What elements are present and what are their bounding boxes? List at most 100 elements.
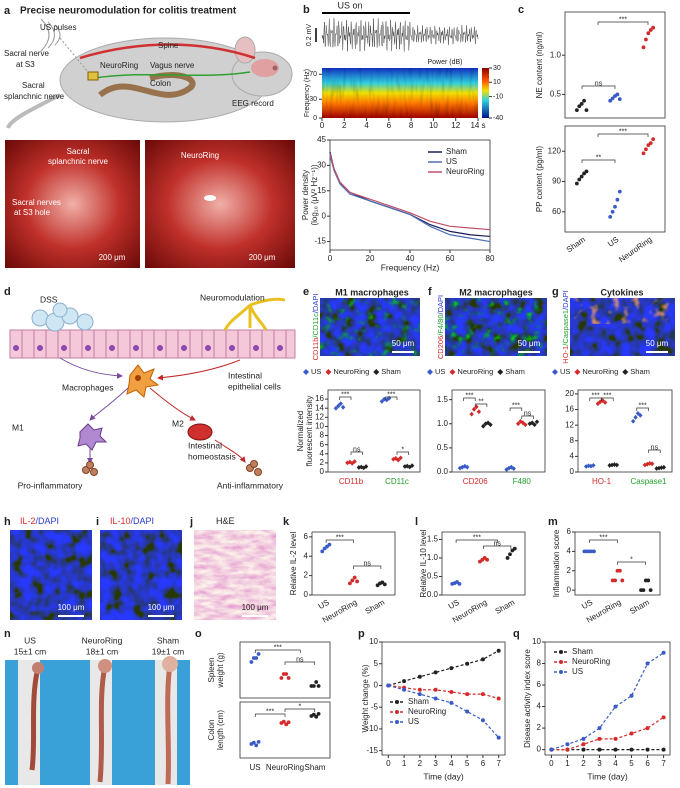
- significance-label: ***: [639, 402, 647, 409]
- y-tick-label: 16: [565, 405, 574, 414]
- data-point: [433, 670, 438, 675]
- data-point: [629, 731, 634, 736]
- label: Power (dB): [427, 59, 462, 66]
- colorbar-tick-label: -40: [493, 115, 503, 122]
- legend-label: US: [435, 367, 445, 376]
- data-point: [352, 575, 357, 580]
- y-axis-label: Colon: [207, 720, 216, 741]
- data-point: [641, 151, 646, 156]
- category-label: US: [606, 235, 620, 249]
- panel-letter: n: [4, 628, 11, 640]
- y-tick-label: 6: [320, 440, 325, 449]
- data-point: [602, 400, 608, 405]
- x-tick-label: 7: [661, 759, 666, 768]
- x-tick-label: 1: [402, 759, 407, 768]
- data-point: [608, 98, 613, 103]
- category-label: NeuroRing: [617, 235, 653, 264]
- y-axis-label: Spleen: [207, 658, 216, 683]
- y-tick-label: 30: [317, 160, 326, 169]
- y-tick-label: 0: [570, 467, 575, 476]
- data-point: [534, 419, 540, 425]
- data-point: [379, 398, 385, 404]
- y-tick-label: 1.5: [437, 395, 449, 404]
- x-tick-label: 8: [409, 121, 414, 130]
- legend-marker: [574, 369, 581, 375]
- significance-label: ***: [473, 534, 481, 541]
- data-point: [523, 422, 528, 428]
- panel-letter: c: [518, 4, 524, 16]
- category-label: CD11c: [385, 477, 409, 486]
- significance-bracket: [617, 561, 646, 565]
- data-point: [608, 214, 613, 219]
- data-point: [338, 401, 343, 407]
- y-tick-label: 12: [315, 412, 324, 421]
- data-point: [480, 718, 485, 723]
- y-tick-label: 1.0: [437, 419, 449, 428]
- schematic-label: Spine: [158, 41, 179, 50]
- stain-part: CD11b: [311, 338, 320, 361]
- photo-label: 200 μm: [249, 253, 276, 262]
- significance-label: ns: [651, 444, 659, 451]
- data-point: [565, 747, 570, 752]
- legend-label: Sham: [505, 367, 525, 376]
- data-point: [529, 420, 535, 426]
- data-point: [645, 747, 650, 752]
- stain-part: H&E: [216, 516, 235, 526]
- data-point: [581, 742, 586, 747]
- y-tick-label: 8: [570, 436, 575, 445]
- significance-label: ***: [387, 391, 395, 398]
- x-tick-label: 6: [481, 759, 486, 768]
- significance-label: ***: [619, 128, 627, 135]
- stain-part: IL-10: [110, 516, 131, 526]
- y-axis-label: Inflammation score: [552, 529, 561, 597]
- schematic-label: Intestinal: [188, 440, 222, 450]
- data-point: [433, 687, 438, 692]
- x-tick-label: 14 s: [470, 121, 485, 130]
- x-tick-label: 1: [565, 759, 570, 768]
- significance-label: ***: [266, 708, 274, 715]
- significance-label: *: [401, 446, 404, 453]
- legend-label: US: [311, 367, 321, 376]
- plot-frame: [441, 531, 526, 596]
- data-point: [340, 404, 346, 410]
- data-line: [329, 155, 491, 243]
- data-point: [574, 108, 579, 113]
- data-point: [417, 674, 422, 679]
- photo-label: Sacral: [67, 147, 90, 156]
- x-tick-label: 3: [597, 759, 602, 768]
- legend-label: US: [560, 367, 570, 376]
- stain-part: /DAPI: [36, 516, 60, 526]
- category-label: F480: [513, 477, 532, 486]
- x-tick-label: 0: [549, 759, 554, 768]
- stain-part: /DAPI: [131, 516, 155, 526]
- y-tick-label: 2: [304, 571, 309, 580]
- legend-marker: [427, 369, 433, 375]
- group-length: 18±1 cm: [86, 646, 119, 656]
- panel-title: M1 macrophages: [335, 287, 409, 297]
- significance-label: ***: [336, 534, 344, 541]
- colon-photo: [5, 656, 190, 785]
- y-tick-label: -10: [366, 724, 378, 733]
- colorbar: [482, 68, 489, 118]
- x-tick-label: 5: [465, 759, 470, 768]
- label: 0.2 mV: [306, 24, 313, 47]
- category-label: US: [317, 598, 331, 611]
- fluorescence-images: [10, 298, 675, 620]
- significance-bracket: [648, 449, 661, 453]
- data-point: [355, 579, 359, 584]
- panel-letter: q: [513, 628, 520, 640]
- panel-letter: j: [189, 516, 193, 528]
- data-point: [581, 736, 586, 741]
- panel-title: Cytokines: [600, 287, 643, 297]
- plot-frame: [311, 531, 396, 596]
- data-point: [480, 657, 485, 662]
- significance-bracket: [385, 396, 398, 400]
- panel-title: Precise neuromodulation for colitis trea…: [20, 6, 237, 17]
- y-tick-label: 6: [537, 680, 542, 689]
- data-point: [511, 466, 516, 472]
- data-point: [286, 720, 291, 725]
- significance-bracket: [284, 661, 316, 665]
- data-point: [407, 464, 412, 470]
- schematic-label: epithelial cells: [228, 381, 281, 391]
